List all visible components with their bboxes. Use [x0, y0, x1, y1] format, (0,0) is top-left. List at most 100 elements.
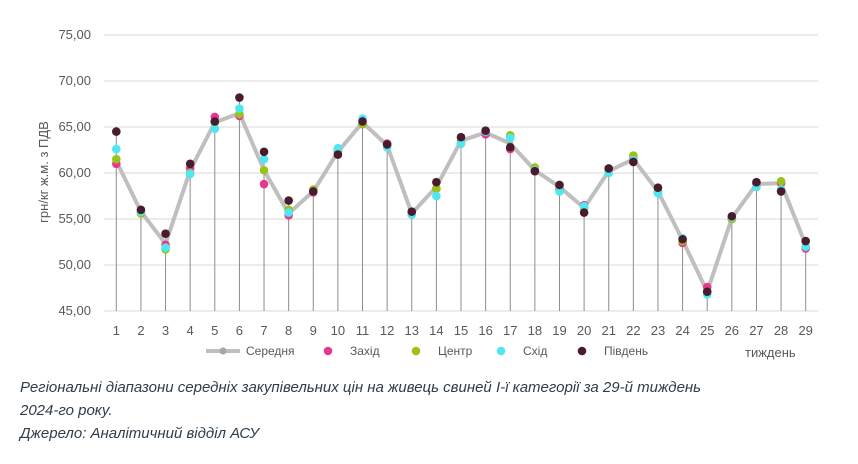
- x-tick-label: 21: [601, 323, 615, 338]
- series-3-point: [112, 144, 121, 154]
- series-3-point: [505, 133, 515, 143]
- series-2-point: [776, 176, 786, 186]
- legend-marker: [577, 346, 587, 356]
- y-tick-label: 60,00: [58, 165, 91, 180]
- y-tick-label: 75,00: [58, 27, 91, 42]
- x-tick-label: 3: [162, 323, 169, 338]
- x-tick-label: 22: [626, 323, 640, 338]
- x-tick-label: 6: [236, 323, 243, 338]
- x-tick-label: 4: [187, 323, 194, 338]
- series-4-point: [727, 211, 737, 221]
- x-tick-label: 7: [260, 323, 267, 338]
- x-tick-label: 14: [429, 323, 443, 338]
- y-tick-label: 65,00: [58, 119, 91, 134]
- x-tick-label: 2: [137, 323, 144, 338]
- series-2-point: [112, 154, 121, 164]
- series-4-point: [407, 207, 417, 216]
- drop-lines: [115, 97, 807, 311]
- y-tick-label: 55,00: [58, 211, 91, 226]
- x-tick-label: 17: [503, 323, 517, 338]
- x-tick-label: 28: [774, 323, 788, 338]
- caption-source: Джерело: Аналітичний відділ АСУ: [20, 425, 259, 442]
- y-axis-ticks: 45,00 50,00 55,00 60,00 65,00 70,00 75,00: [58, 27, 91, 318]
- series-4-point: [629, 157, 638, 167]
- series-3-point: [555, 187, 564, 196]
- x-tick-label: 11: [356, 323, 370, 338]
- legend-marker: [411, 346, 421, 356]
- x-tick-label: 18: [528, 323, 542, 338]
- x-tick-label: 23: [651, 323, 665, 338]
- legend-marker: [496, 346, 506, 356]
- series-3-point: [432, 191, 441, 201]
- series-4-point: [481, 126, 490, 135]
- series-2-point: [259, 165, 269, 175]
- x-tick-label: 19: [552, 323, 566, 338]
- series-4-point: [210, 117, 220, 126]
- x-tick-label: 26: [725, 323, 739, 338]
- series-2-point: [432, 184, 441, 193]
- series-3-point: [210, 124, 220, 134]
- caption-line-2: 2024-го року.: [20, 402, 113, 419]
- x-tick-label: 5: [211, 323, 218, 338]
- x-tick-label: 16: [478, 323, 492, 338]
- x-tick-label: 1: [113, 323, 120, 338]
- series-3-point: [456, 139, 466, 148]
- series-4-point: [333, 150, 343, 159]
- series-4-point: [555, 180, 564, 190]
- x-axis-title: тиждень: [745, 345, 796, 360]
- series-3-point: [284, 208, 293, 217]
- x-tick-label: 20: [577, 323, 591, 338]
- series-3-point: [161, 243, 170, 252]
- x-tick-label: 29: [798, 323, 812, 338]
- y-tick-label: 50,00: [58, 257, 91, 272]
- x-tick-label: 24: [675, 323, 689, 338]
- x-tick-label: 10: [331, 323, 345, 338]
- series-3-point: [579, 201, 589, 211]
- series-4-point: [136, 205, 146, 215]
- legend-label: Південь: [604, 344, 648, 358]
- series-4-point: [604, 164, 614, 173]
- series-1-point: [259, 179, 269, 189]
- series-3-point: [235, 104, 244, 113]
- y-tick-label: 45,00: [58, 303, 91, 318]
- series-4-point: [185, 159, 195, 169]
- y-axis-title: грн/кг ж.м. з ПДВ: [36, 121, 51, 223]
- series-4-point: [752, 177, 761, 187]
- series-4-point: [259, 147, 269, 157]
- x-tick-label: 15: [454, 323, 468, 338]
- series-4-point: [284, 196, 293, 205]
- legend-label: Схід: [523, 344, 547, 358]
- series-group: [112, 93, 810, 299]
- x-tick-label: 12: [380, 323, 394, 338]
- x-tick-label: 8: [285, 323, 292, 338]
- series-4-point: [161, 229, 170, 239]
- x-tick-label: 27: [749, 323, 763, 338]
- legend-label: Середня: [246, 344, 295, 358]
- series-4-point: [308, 187, 318, 196]
- series-3-point: [259, 154, 269, 164]
- y-tick-label: 70,00: [58, 73, 91, 88]
- series-4-point: [678, 234, 687, 244]
- legend-label: Захід: [350, 344, 380, 358]
- series-4-point: [505, 142, 515, 152]
- series-4-point: [653, 183, 663, 193]
- x-tick-label: 13: [405, 323, 419, 338]
- caption-line-1: Регіональні діапазони середніх закупівел…: [20, 379, 702, 396]
- series-4-point: [382, 140, 392, 149]
- x-tick-label: 25: [700, 323, 714, 338]
- legend: Середня Захід Центр Схід Південь: [206, 344, 648, 358]
- legend-marker: [323, 346, 333, 356]
- x-axis-ticks: 1 2 3 4 5 6 7 8 9 10 11 12 13 14 15 16 17 18 19 20 21 22 23 24 2…: [113, 323, 813, 338]
- legend-marker-point: [219, 347, 227, 355]
- series-3-point: [185, 169, 195, 179]
- series-3-point: [333, 143, 343, 153]
- series-4-point: [235, 93, 244, 102]
- series-4-point: [776, 187, 786, 196]
- legend-label: Центр: [438, 344, 473, 358]
- figure-caption: Регіональні діапазони середніх закупівел…: [20, 376, 840, 445]
- series-4-point: [579, 208, 589, 217]
- series-4-point: [358, 117, 367, 126]
- series-4-point: [112, 127, 121, 136]
- series-4-point: [702, 287, 712, 296]
